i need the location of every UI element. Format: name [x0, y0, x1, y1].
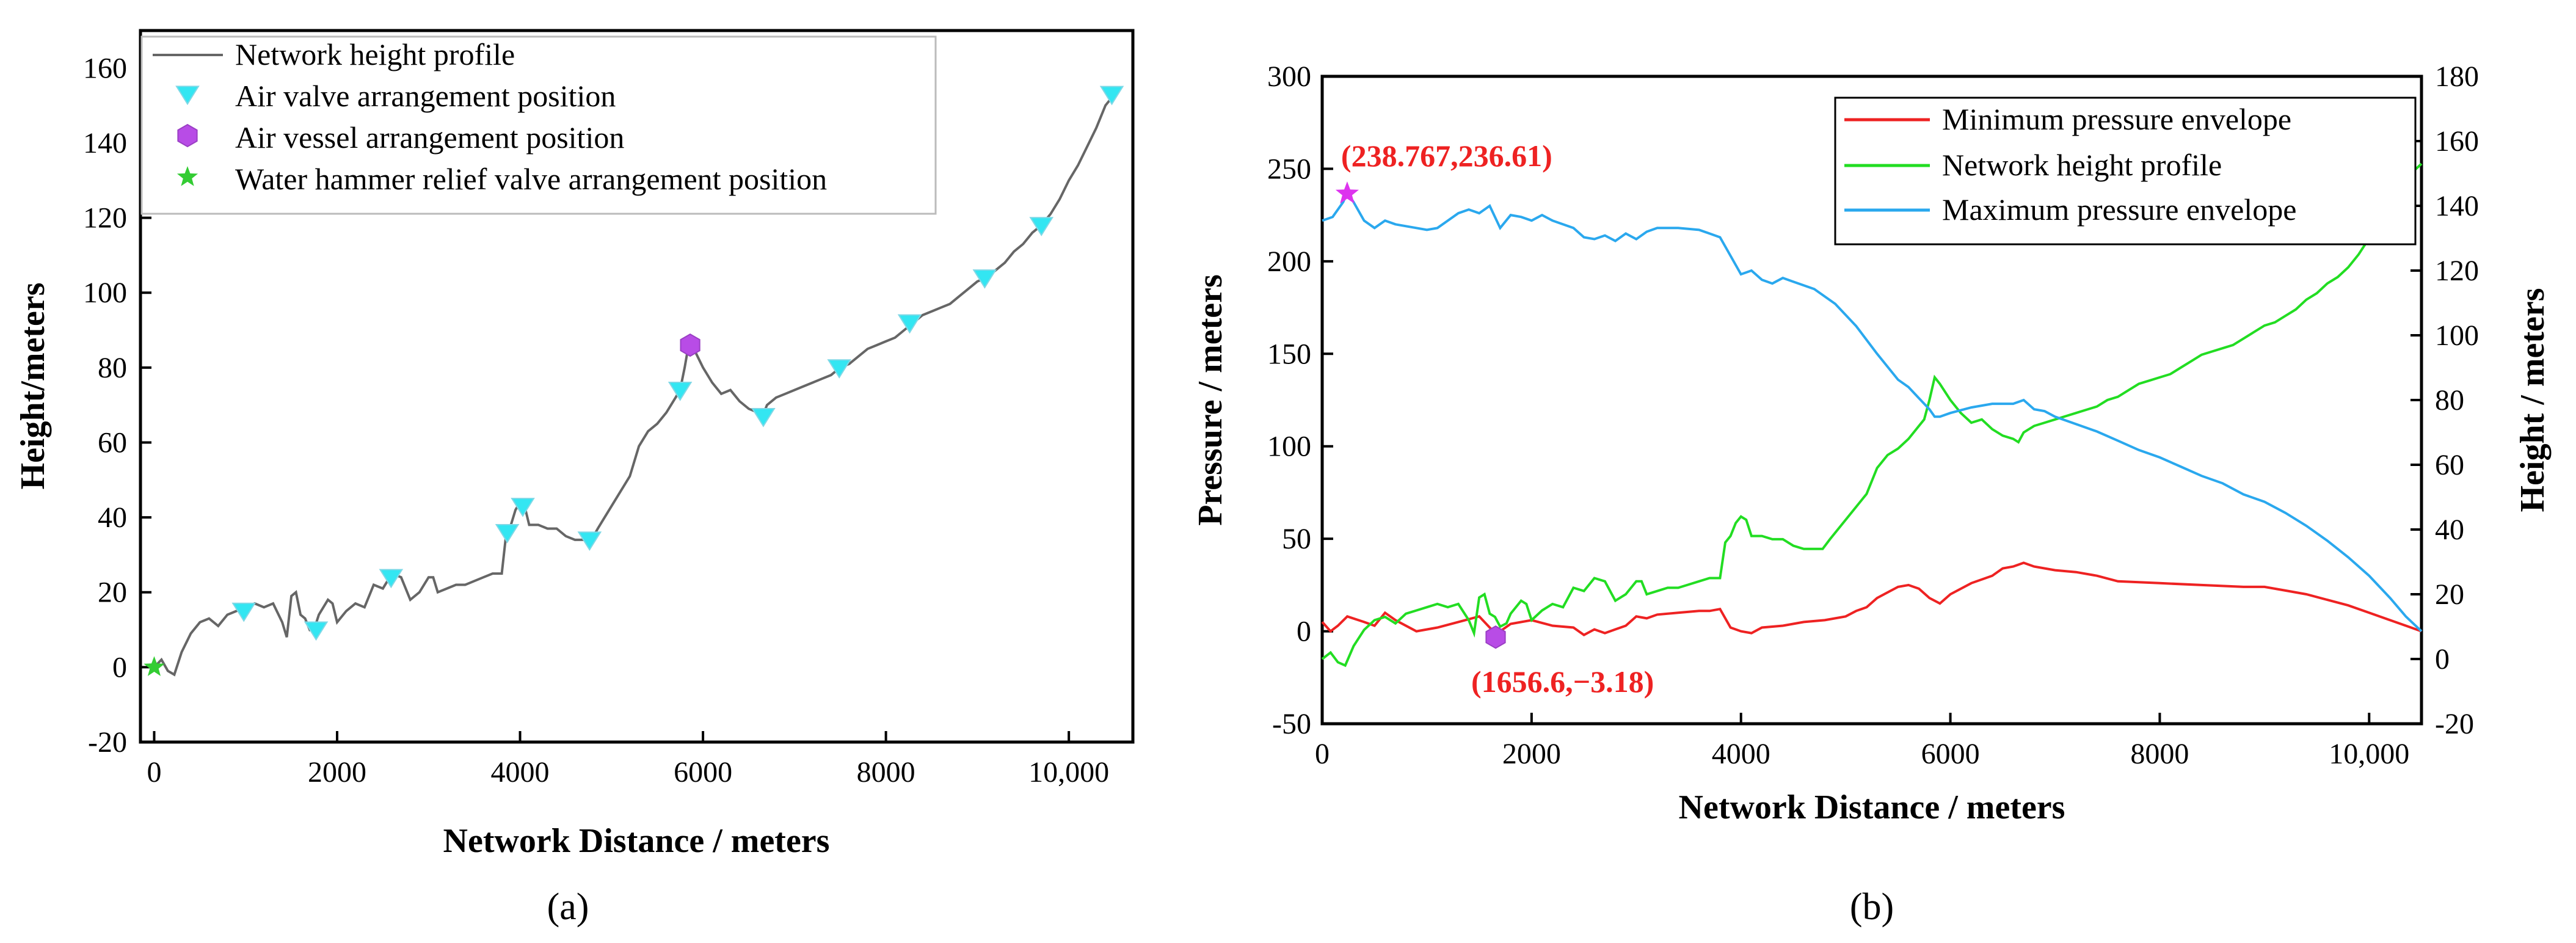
triangle-down-marker [1099, 86, 1124, 106]
triangle-down-marker [972, 269, 997, 289]
x-tick-label: 2000 [308, 756, 366, 788]
y-axis-label: Height/meters [14, 283, 52, 490]
right-y-tick-label: 100 [2435, 319, 2479, 352]
y-tick-label: 40 [98, 501, 127, 534]
triangle-down-marker [751, 407, 776, 428]
left-y-tick-label: 200 [1267, 246, 1311, 278]
legend-label: Network height profile [235, 37, 515, 71]
left-y-tick-label: -50 [1272, 708, 1311, 740]
y-tick-label: 100 [83, 277, 127, 309]
y-tick-label: 0 [112, 651, 127, 683]
right-y-tick-label: 20 [2435, 578, 2464, 611]
triangle-down-marker [231, 602, 257, 622]
x-tick-label: 6000 [674, 756, 732, 788]
x-tick-label: 2000 [1502, 738, 1561, 770]
annotation-label: (1656.6,−3.18) [1471, 664, 1654, 699]
triangle-down-marker [577, 531, 602, 551]
triangle-down-marker [827, 359, 852, 379]
hexagon-marker [680, 333, 700, 357]
left-y-tick-label: 150 [1267, 338, 1311, 370]
legend: Minimum pressure envelope Network height … [1834, 96, 2417, 246]
legend-label: Minimum pressure envelope [1942, 102, 2291, 136]
right-y-tick-label: 0 [2435, 643, 2450, 675]
right-y-tick-label: 160 [2435, 125, 2479, 158]
right-y-tick-label: 80 [2435, 384, 2464, 417]
x-tick-label: 4000 [491, 756, 550, 788]
legend-box [140, 35, 937, 215]
x-axis-label: Network Distance / meters [443, 822, 830, 860]
plot-frame [139, 29, 1135, 744]
height-profile-line [153, 93, 1116, 677]
triangle-down-marker [1029, 217, 1054, 236]
x-axis-ticks: 0 2000 4000 6000 8000 10,000 [147, 731, 1109, 788]
right-y-tick-label: 60 [2435, 449, 2464, 481]
right-y-tick-label: 40 [2435, 514, 2464, 546]
right-y-tick-label: 120 [2435, 255, 2479, 287]
y-tick-label: 140 [83, 127, 127, 159]
x-tick-label: 6000 [1921, 738, 1980, 770]
series-lines [1321, 162, 2423, 668]
x-tick-label: 4000 [1712, 738, 1770, 770]
x-tick-label: 0 [1315, 738, 1330, 770]
y-tick-label: 20 [98, 577, 127, 609]
y-tick-label: 60 [98, 426, 127, 459]
x-tick-label: 8000 [857, 756, 915, 788]
x-tick-label: 8000 [2130, 738, 2189, 770]
y-axis-ticks: -20 0 20 40 60 80 100 120 140 160 [83, 52, 151, 759]
legend-triangle-down-swatch [175, 86, 200, 106]
legend-star-swatch [176, 166, 198, 186]
left-y-tick-label: 300 [1267, 60, 1311, 93]
triangle-down-marker [495, 524, 520, 544]
star-marker [144, 656, 165, 676]
annotation-label: (238.767,236.61) [1341, 139, 1552, 173]
x-axis-ticks: 0 2000 4000 6000 8000 10,000 [1315, 713, 2409, 770]
triangle-down-marker [511, 498, 535, 517]
right-axis-ticks: -20 0 20 40 60 80 100 120 140 160 180 [2410, 60, 2479, 740]
x-tick-label: 0 [147, 756, 161, 788]
legend-label: Air vessel arrangement position [235, 120, 624, 155]
legend-box [1834, 96, 2417, 246]
left-y-tick-label: 0 [1297, 616, 1311, 648]
series-lines [153, 93, 1116, 677]
y-tick-label: 120 [83, 202, 127, 235]
legend-label: Air valve arrangement position [235, 79, 616, 113]
legend-label: Water hammer relief valve arrangement po… [235, 162, 827, 196]
min-pressure-line [1321, 561, 2422, 636]
triangle-down-marker [379, 569, 404, 589]
triangle-down-marker [668, 382, 693, 401]
left-y-tick-label: 100 [1267, 431, 1311, 463]
annotations: (238.767,236.61) (1656.6,−3.18) [1335, 139, 1654, 699]
annotation-star-marker [1335, 181, 1359, 204]
legend-label: Maximum pressure envelope [1942, 192, 2296, 227]
height-profile-line [1321, 162, 2423, 668]
right-y-tick-label: 180 [2435, 60, 2479, 93]
right-y-tick-label: -20 [2435, 708, 2474, 740]
left-y-tick-label: 250 [1267, 153, 1311, 185]
annotation-hexagon-marker [1485, 625, 1506, 649]
legend-hexagon-swatch [177, 123, 198, 148]
series-markers [144, 86, 1124, 676]
y-tick-label: -20 [88, 726, 127, 759]
y-tick-label: 80 [98, 352, 127, 384]
left-y-tick-label: 50 [1282, 523, 1311, 555]
max-pressure-line [1322, 190, 2423, 633]
right-y-tick-label: 140 [2435, 190, 2479, 222]
legend: Network height profile Air valve arrangem… [140, 35, 937, 215]
x-tick-label: 10,000 [2329, 738, 2409, 770]
legend-label: Network height profile [1942, 148, 2222, 182]
left-axis-ticks: -50 0 50 100 150 200 250 300 [1267, 60, 1333, 740]
x-tick-label: 10,000 [1028, 756, 1109, 788]
caption-b: (b) [1850, 886, 1894, 928]
left-y-axis-label: Pressure / meters [1192, 274, 1229, 526]
right-y-axis-label: Height / meters [2514, 288, 2552, 512]
triangle-down-marker [897, 314, 922, 334]
x-axis-label: Network Distance / meters [1679, 788, 2065, 826]
y-tick-label: 160 [83, 52, 127, 84]
triangle-down-marker [304, 621, 329, 641]
caption-a: (a) [547, 886, 589, 928]
panel-a: -20 0 20 40 60 80 100 120 140 160 0 2000 4000 6000 80… [14, 29, 1135, 928]
